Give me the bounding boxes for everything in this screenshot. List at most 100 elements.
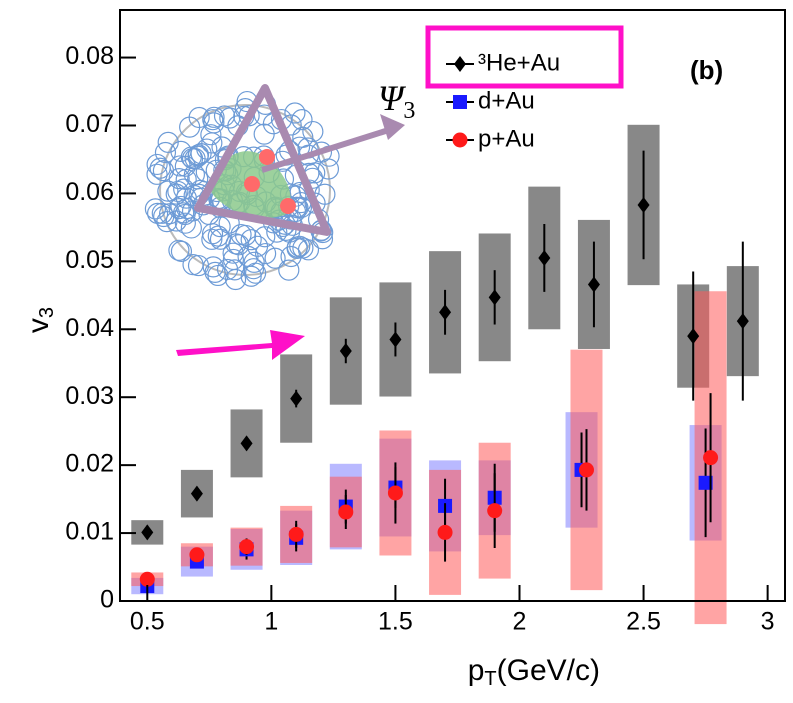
legend-marker [454, 56, 466, 72]
plot-frame [119, 9, 786, 602]
marker [487, 503, 503, 519]
nucleon [170, 240, 193, 262]
panel-label: (b) [690, 55, 723, 85]
nucleon [207, 225, 229, 247]
nucleon [180, 217, 202, 239]
nucleon [170, 140, 192, 162]
x-tick-label: 1 [264, 608, 278, 636]
y-tick-label: 0.06 [65, 178, 114, 206]
x-tick-label: 2 [513, 608, 527, 636]
participant [244, 176, 260, 192]
marker [736, 313, 749, 330]
x-tick-label: 3 [761, 608, 775, 636]
marker [578, 462, 594, 478]
nucleon [174, 212, 196, 234]
marker [587, 276, 600, 293]
x-tick-label: 0.5 [130, 608, 165, 636]
nucleon [179, 116, 201, 138]
legend-highlight [425, 25, 624, 89]
nucleon [169, 155, 191, 177]
psi-symbol: Ψ [378, 78, 407, 118]
nucleon [154, 141, 177, 164]
nucleon [200, 124, 222, 146]
nucleon [302, 120, 324, 143]
x-label-sub: T [484, 668, 496, 690]
y-tick-label: 0.01 [65, 518, 114, 546]
psi-annotation: Ψ3 [378, 78, 415, 123]
y-tick-label: 0.02 [65, 450, 114, 478]
y-tick-label: 0 [100, 586, 114, 614]
marker [698, 475, 713, 490]
marker [189, 547, 205, 563]
marker [488, 289, 501, 306]
nucleon [264, 247, 286, 269]
nucleon [157, 131, 179, 154]
marker [190, 485, 203, 502]
marker [288, 526, 304, 542]
psi-arrowhead [380, 114, 405, 140]
marker [141, 524, 154, 541]
nucleon [243, 251, 265, 273]
nucleon [237, 245, 259, 267]
x-axis-label: pT(GeV/c) [468, 654, 600, 690]
x-label-base: p [468, 654, 485, 687]
nucleon [187, 168, 209, 190]
psi-arrow [261, 125, 396, 173]
marker [239, 539, 255, 555]
x-tick-label: 1.5 [378, 608, 413, 636]
marker [538, 249, 551, 266]
nucleon [165, 210, 187, 232]
x-tick-label: 2.5 [626, 608, 661, 636]
legend-label: ³He+Au [478, 49, 560, 76]
nucleon [158, 203, 181, 225]
legend-label: p+Au [478, 125, 535, 152]
nucleon [201, 132, 223, 154]
marker [290, 390, 303, 407]
y-tick-label: 0.05 [65, 246, 114, 274]
legend-label: d+Au [478, 87, 535, 114]
y-tick-label: 0.08 [65, 42, 114, 70]
nucleon [202, 109, 224, 131]
y-tick-label: 0.03 [65, 382, 114, 410]
nucleon [146, 202, 169, 224]
nucleon [219, 107, 241, 129]
marker [389, 331, 402, 348]
psi-index: 3 [403, 98, 415, 124]
nucleon [165, 183, 187, 205]
legend-marker [452, 132, 468, 148]
nucleon [157, 180, 179, 202]
marker [339, 343, 352, 360]
nucleon [297, 239, 320, 261]
nucleon [240, 229, 262, 251]
nucleon [209, 216, 231, 238]
y-label-base: v [22, 318, 55, 333]
marker [703, 450, 719, 466]
nucleon [168, 239, 190, 261]
nucleon [255, 242, 277, 265]
nucleon [153, 205, 175, 228]
nucleon [146, 153, 168, 176]
y-tick-label: 0.07 [65, 110, 114, 138]
nucleon [203, 106, 225, 128]
legend-marker [453, 95, 467, 109]
nucleon [146, 163, 168, 185]
nucleon [278, 259, 300, 281]
marker [687, 328, 700, 345]
participant [259, 149, 275, 165]
nucleon [196, 138, 218, 160]
nucleon [284, 102, 306, 124]
nucleon [242, 258, 265, 280]
marker [637, 196, 650, 213]
marker [439, 304, 452, 321]
nucleon [170, 195, 192, 218]
nucleon [254, 226, 276, 248]
participant [280, 198, 296, 214]
nucleon [168, 168, 190, 190]
x-label-rest: (GeV/c) [497, 654, 600, 687]
marker [338, 504, 354, 520]
marker [437, 524, 453, 540]
nucleon [151, 202, 173, 224]
nucleon [202, 256, 224, 278]
nucleon [317, 158, 340, 180]
